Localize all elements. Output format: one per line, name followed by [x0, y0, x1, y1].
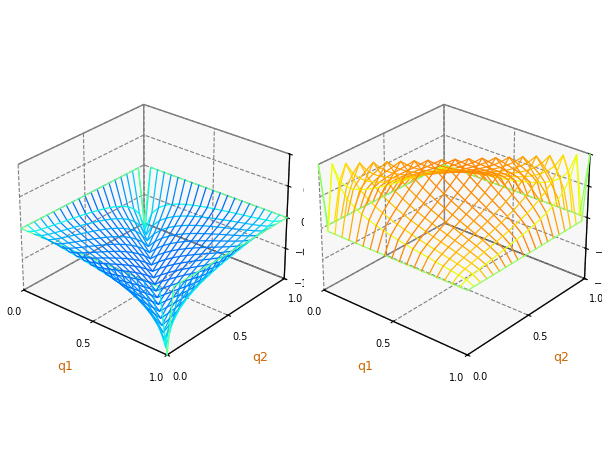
X-axis label: q1: q1 [358, 359, 373, 372]
Y-axis label: q2: q2 [553, 350, 569, 363]
X-axis label: q1: q1 [57, 359, 73, 372]
Y-axis label: q2: q2 [253, 350, 268, 363]
